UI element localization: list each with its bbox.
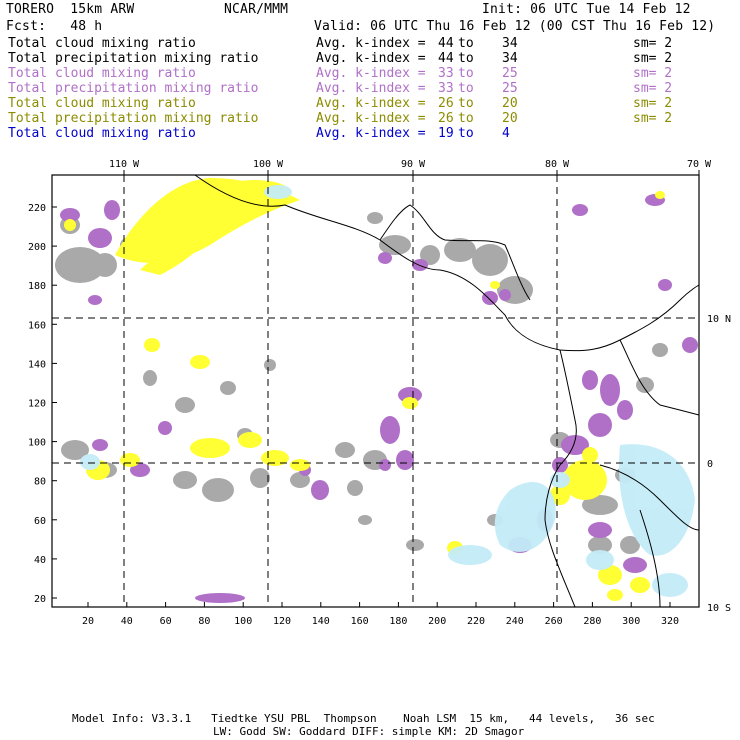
legend-kindex: Avg. k-index =: [316, 126, 434, 141]
cloud-field-yellow: [64, 178, 665, 601]
y-tick-label: 180: [28, 281, 46, 292]
x-tick-label: 100: [234, 616, 252, 627]
legend-from: 26: [438, 111, 454, 126]
x-tick-label: 140: [312, 616, 330, 627]
map-frame: [51, 174, 700, 608]
legend-from: 26: [438, 96, 454, 111]
coastline: [194, 174, 700, 608]
legend-from: 33: [438, 81, 454, 96]
x-tick-label: 240: [506, 616, 524, 627]
valid-time: Valid: 06 UTC Thu 16 Feb 12 (00 CST Thu …: [314, 19, 716, 34]
legend-upto: 4: [502, 126, 510, 141]
legend-from: 19: [438, 126, 454, 141]
legend-smoothing: sm= 2: [633, 36, 673, 51]
x-tick-label: 160: [351, 616, 369, 627]
legend-upto: 20: [502, 96, 518, 111]
x-tick-label: 60: [160, 616, 172, 627]
x-tick-label: 280: [583, 616, 601, 627]
legend-field: Total cloud mixing ratio: [8, 36, 196, 51]
y-tick-label: 60: [34, 516, 46, 527]
longitude-label: 70 W: [687, 159, 712, 170]
legend-field: Total cloud mixing ratio: [8, 126, 196, 141]
y-tick-label: 140: [28, 359, 46, 370]
legend-upto: 34: [502, 51, 518, 66]
legend-smoothing: sm= 2: [633, 96, 673, 111]
legend-to: to: [458, 66, 474, 81]
x-tick-label: 180: [389, 616, 407, 627]
legend-smoothing: sm= 2: [633, 51, 673, 66]
cloud-field-light-blue: [80, 185, 695, 597]
legend-from: 44: [438, 51, 454, 66]
longitude-label: 80 W: [545, 159, 570, 170]
forecast-hour: Fcst: 48 h: [6, 19, 103, 34]
legend-field: Total precipitation mixing ratio: [8, 111, 259, 126]
legend-to: to: [458, 81, 474, 96]
center-label: NCAR/MMM: [224, 2, 289, 17]
legend-upto: 25: [502, 66, 518, 81]
y-tick-label: 20: [34, 594, 46, 605]
legend-to: to: [458, 36, 474, 51]
legend-upto: 34: [502, 36, 518, 51]
y-tick-label: 40: [34, 555, 46, 566]
y-tick-label: 80: [34, 477, 46, 488]
model-info-line: Model Info: V3.3.1 Tiedtke YSU PBL Thomp…: [72, 712, 655, 725]
legend-to: to: [458, 51, 474, 66]
x-tick-label: 80: [198, 616, 210, 627]
x-tick-label: 40: [121, 616, 133, 627]
legend-field: Total cloud mixing ratio: [8, 96, 196, 111]
legend-kindex: Avg. k-index =: [316, 96, 434, 111]
legend-kindex: Avg. k-index =: [316, 81, 434, 96]
x-tick-label: 120: [273, 616, 291, 627]
x-tick-label: 200: [428, 616, 446, 627]
x-tick-label: 320: [661, 616, 679, 627]
y-tick-label: 100: [28, 438, 46, 449]
legend-from: 44: [438, 36, 454, 51]
legend-upto: 25: [502, 81, 518, 96]
latitude-label: 10 N: [707, 314, 731, 325]
cloud-field-gray: [55, 212, 668, 554]
legend-to: to: [458, 111, 474, 126]
y-tick-label: 160: [28, 320, 46, 331]
cloud-field-purple: [60, 194, 698, 603]
x-tick-label: 20: [82, 616, 94, 627]
latitude-label: 10 S: [707, 603, 731, 614]
longitude-label: 100 W: [253, 159, 284, 170]
latitude-label: 0: [707, 459, 713, 470]
model-title: TORERO 15km ARW: [6, 2, 135, 17]
init-time: Init: 06 UTC Tue 14 Feb 12: [482, 2, 691, 17]
x-tick-label: 300: [622, 616, 640, 627]
y-tick-label: 120: [28, 399, 46, 410]
legend-smoothing: sm= 2: [633, 66, 673, 81]
longitude-label: 90 W: [401, 159, 426, 170]
legend-smoothing: sm= 2: [633, 81, 673, 96]
x-tick-label: 220: [467, 616, 485, 627]
legend-field: Total precipitation mixing ratio: [8, 81, 259, 96]
graticule: [52, 175, 699, 607]
physics-info-line: LW: Godd SW: Goddard DIFF: simple KM: 2D…: [213, 725, 525, 738]
legend-field: Total cloud mixing ratio: [8, 66, 196, 81]
legend-to: to: [458, 126, 474, 141]
legend-kindex: Avg. k-index =: [316, 36, 434, 51]
legend-to: to: [458, 96, 474, 111]
y-tick-label: 200: [28, 242, 46, 253]
longitude-label: 110 W: [109, 159, 140, 170]
legend-smoothing: sm= 2: [633, 111, 673, 126]
legend-from: 33: [438, 66, 454, 81]
x-tick-label: 260: [545, 616, 563, 627]
legend-field: Total precipitation mixing ratio: [8, 51, 259, 66]
legend-kindex: Avg. k-index =: [316, 66, 434, 81]
legend-upto: 20: [502, 111, 518, 126]
y-tick-label: 220: [28, 203, 46, 214]
legend-kindex: Avg. k-index =: [316, 111, 434, 126]
legend-kindex: Avg. k-index =: [316, 51, 434, 66]
